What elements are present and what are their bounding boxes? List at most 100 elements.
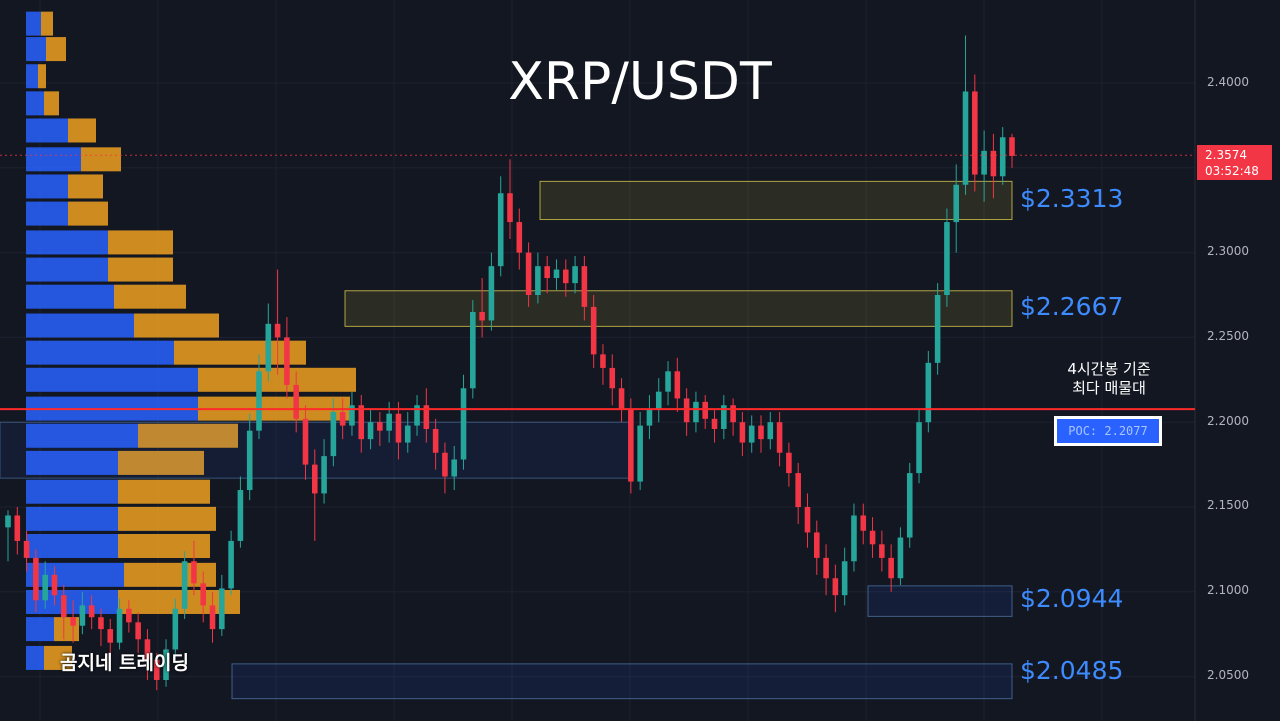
candle-body xyxy=(246,430,253,491)
candle-body xyxy=(841,561,848,596)
volume-profile-buy xyxy=(26,423,138,448)
poc-annotation-line-2: 최다 매물대 xyxy=(1072,379,1146,397)
candle-body xyxy=(265,323,272,372)
volume-profile-sell xyxy=(81,147,121,172)
volume-profile-sell xyxy=(174,340,306,365)
candle-body xyxy=(618,388,625,409)
volume-profile-buy xyxy=(26,506,118,531)
candle-body xyxy=(153,659,160,680)
candle-body xyxy=(897,537,904,579)
volume-profile-sell xyxy=(38,64,46,89)
candle-body xyxy=(906,473,913,538)
candle-body xyxy=(321,456,327,494)
candle-body xyxy=(693,401,699,423)
candle-body xyxy=(553,269,560,279)
poc-label: POC: 2.2077 xyxy=(1054,416,1162,446)
candle-body xyxy=(172,608,179,650)
candle-body xyxy=(544,266,550,279)
candle-body xyxy=(507,193,513,223)
candle-body xyxy=(377,422,383,431)
volume-profile-sell xyxy=(68,174,103,199)
candle-body xyxy=(33,557,39,601)
volume-profile-sell xyxy=(108,230,173,255)
candle-body xyxy=(609,367,616,389)
volume-profile-buy xyxy=(26,534,118,559)
candle-body xyxy=(962,91,969,185)
candle-body xyxy=(600,354,606,368)
zone-label-3: $2.0944 xyxy=(1020,584,1124,613)
candle-body xyxy=(655,391,662,409)
watermark: 곰지네 트레이딩 xyxy=(60,652,189,674)
volume-profile-buy xyxy=(26,201,68,226)
candle-body xyxy=(42,574,48,601)
zone-box xyxy=(867,585,1013,617)
volume-profile-buy xyxy=(26,11,41,36)
candle-body xyxy=(562,269,569,284)
zone-box xyxy=(344,290,1013,327)
volume-profile-sell xyxy=(124,562,216,587)
y-tick-label: 2.3000 xyxy=(1207,244,1249,258)
candle-body xyxy=(423,405,430,429)
volume-profile-sell xyxy=(46,37,66,62)
candle-body xyxy=(460,388,467,460)
candle-body xyxy=(98,617,104,630)
candle-body xyxy=(107,629,114,643)
volume-profile-buy xyxy=(26,230,108,255)
candle-body xyxy=(432,428,439,453)
y-tick-label: 2.1500 xyxy=(1207,498,1249,512)
candle-body xyxy=(665,371,671,392)
volume-profile-buy xyxy=(26,284,114,309)
zone-box xyxy=(231,663,1013,700)
candle-body xyxy=(442,452,448,477)
candle-body xyxy=(869,530,876,545)
candle-body xyxy=(795,473,801,507)
candle-body xyxy=(349,405,355,426)
candle-body xyxy=(274,323,281,338)
candle-body xyxy=(1009,137,1015,156)
candle-body xyxy=(191,561,197,584)
candle-body xyxy=(14,515,21,541)
candle-body xyxy=(999,137,1006,177)
candle-body xyxy=(813,532,820,558)
volume-profile-buy xyxy=(26,118,68,143)
candle-body xyxy=(683,398,690,423)
candle-body xyxy=(88,605,95,618)
candle-body xyxy=(358,405,365,440)
candle-body xyxy=(126,608,132,623)
candle-body xyxy=(767,422,774,440)
candle-body xyxy=(200,583,207,606)
candle-body xyxy=(990,150,997,177)
volume-profile-sell xyxy=(68,118,96,143)
candle-body xyxy=(535,266,541,295)
volume-profile-sell xyxy=(114,284,186,309)
volume-profile-buy xyxy=(26,367,198,392)
candle-body xyxy=(470,311,476,389)
volume-profile-buy xyxy=(26,589,118,614)
volume-profile-sell xyxy=(198,367,356,392)
candle-body xyxy=(60,595,67,618)
candle-body xyxy=(311,464,318,494)
candle-body xyxy=(23,540,30,558)
candle-body xyxy=(414,405,420,426)
y-tick-label: 2.0500 xyxy=(1207,668,1249,682)
volume-profile-sell xyxy=(118,506,216,531)
candle-body xyxy=(879,544,885,558)
zone-box xyxy=(539,180,1013,221)
candle-body xyxy=(284,337,290,385)
candle-body xyxy=(386,413,392,431)
candle-body xyxy=(209,605,216,630)
volume-profile-sell xyxy=(138,423,238,448)
candle-body xyxy=(181,561,188,609)
candle-body xyxy=(451,459,458,477)
volume-profile-buy xyxy=(26,479,118,504)
candle-body xyxy=(888,557,894,579)
chart-title: XRP/USDT xyxy=(508,52,772,112)
candle-body xyxy=(916,422,922,474)
volume-profile-sell xyxy=(68,201,108,226)
zone-label-1: $2.3313 xyxy=(1020,184,1124,213)
candle-body xyxy=(219,588,225,630)
candle-body xyxy=(581,266,588,307)
poc-annotation-line-1: 4시간봉 기준 xyxy=(1067,360,1151,378)
volume-profile-buy xyxy=(26,37,46,62)
